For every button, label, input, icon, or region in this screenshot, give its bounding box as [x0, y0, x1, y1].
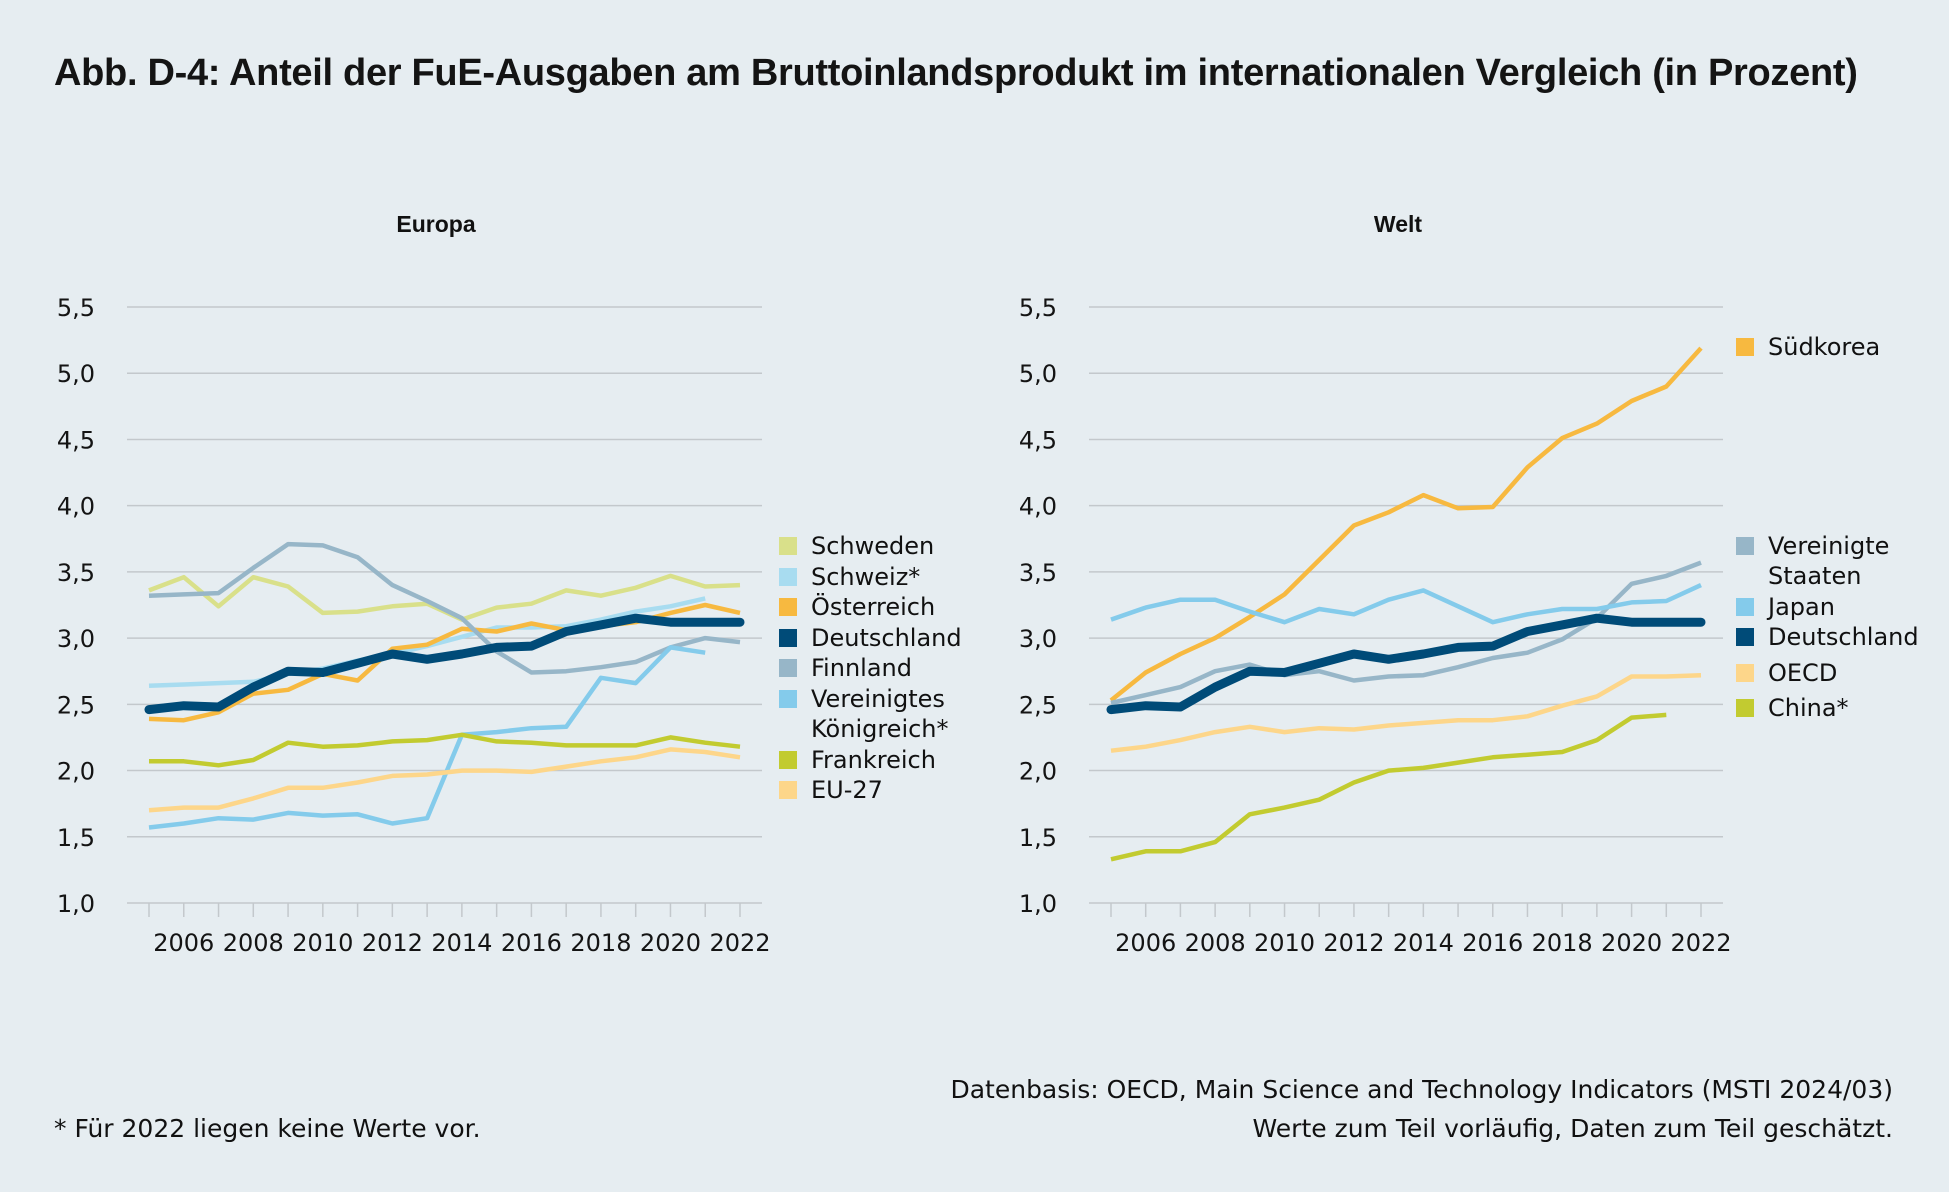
- source-text: Datenbasis: OECD, Main Science and Techn…: [950, 1075, 1893, 1104]
- series-line-vereinigtes-königreich: [148, 645, 706, 830]
- legend-label: Vereinigtes Königreich*: [811, 684, 949, 744]
- x-tick-label: 2014: [431, 929, 492, 957]
- legend-label: Vereinigte Staaten: [1768, 531, 1890, 591]
- legend-swatch: [779, 598, 797, 616]
- legend-swatch: [1736, 536, 1754, 555]
- legend-item: China*: [1736, 693, 1919, 724]
- legend-item: Österreich: [779, 592, 962, 623]
- legend-label: Frankreich: [811, 745, 936, 774]
- legend-swatch: [779, 689, 797, 708]
- series-line-eu-27: [148, 747, 741, 813]
- legend-label: Finnland: [811, 654, 912, 682]
- legend-label: Japan: [1768, 592, 1835, 621]
- legend-item: OECD: [1736, 658, 1919, 689]
- legend-swatch: [1736, 663, 1754, 682]
- series-line-schweiz: [148, 596, 706, 689]
- y-tick-label: 3,0: [57, 625, 95, 653]
- preliminary-note: Werte zum Teil vorläufig, Daten zum Teil…: [1252, 1114, 1893, 1143]
- y-tick-label: 5,5: [57, 294, 95, 322]
- legend-item: Deutschland: [779, 623, 962, 654]
- x-tick-label: 2006: [153, 929, 214, 957]
- legend-swatch: [1736, 628, 1754, 646]
- legend-item: Deutschland: [1736, 622, 1919, 653]
- y-tick-label: 2,0: [57, 758, 95, 786]
- legend-item: Japan: [1736, 592, 1919, 623]
- legend-item: Schweden: [779, 531, 962, 562]
- y-tick-label: 4,5: [57, 426, 95, 454]
- legend-label: Schweden: [811, 532, 935, 560]
- x-tick-label: 2012: [362, 929, 423, 957]
- legend-welt: Südkorea Vereinigte Staaten Japan Deutschla…: [1736, 332, 1919, 724]
- series-line-deutschland: [144, 613, 745, 715]
- legend-label: Deutschland: [811, 623, 962, 652]
- series-line-schweden: [148, 573, 741, 622]
- y-tick-label: 1,0: [57, 890, 95, 918]
- source-note: Datenbasis: OECD, Main Science and Techn…: [950, 1070, 1893, 1148]
- y-tick-label: 2,5: [57, 691, 95, 719]
- x-tick-label: 2022: [709, 929, 770, 957]
- x-tick-label: 2020: [640, 929, 701, 957]
- legend-item: Frankreich: [779, 745, 962, 776]
- legend-swatch: [779, 750, 797, 769]
- legend-swatch: [1736, 338, 1754, 356]
- y-tick-label: 1,5: [57, 824, 95, 852]
- legend-swatch: [779, 628, 797, 647]
- series-line-frankreich: [149, 732, 741, 768]
- legend-item: Südkorea: [1736, 332, 1919, 363]
- legend-swatch: [1736, 597, 1754, 616]
- y-tick-label: 4,0: [57, 493, 95, 521]
- y-tick-label: 3,5: [57, 559, 95, 587]
- x-tick-label: 2008: [223, 929, 284, 957]
- panel-title-europa: Europa: [396, 211, 476, 237]
- legend-europa: Schweden Schweiz* Österreich Deutschland Fin…: [779, 531, 962, 806]
- legend-swatch: [779, 659, 797, 677]
- legend-item: Vereinigtes Königreich*: [779, 684, 962, 745]
- legend-label: Österreich: [811, 593, 936, 621]
- legend-label: Deutschland: [1768, 623, 1919, 651]
- x-tick-label: 2018: [570, 929, 631, 957]
- y-tick-label: 5,0: [57, 360, 95, 388]
- legend-label: China*: [1768, 694, 1849, 722]
- legend-label: EU-27: [811, 776, 883, 804]
- x-tick-label: 2010: [292, 929, 353, 957]
- legend-item: Schweiz*: [779, 562, 962, 593]
- legend-label: OECD: [1768, 658, 1838, 687]
- legend-swatch: [1736, 699, 1754, 717]
- legend-swatch: [779, 537, 797, 555]
- panel-title-welt: Welt: [1373, 211, 1423, 237]
- x-tick-label: 2016: [501, 929, 562, 957]
- legend-item: Vereinigte Staaten: [1736, 531, 1919, 592]
- legend-swatch: [779, 781, 797, 799]
- legend-label: Südkorea: [1768, 333, 1881, 361]
- legend-item: EU-27: [779, 775, 962, 806]
- footnote: * Für 2022 liegen keine Werte vor.: [54, 1114, 481, 1143]
- legend-item: Finnland: [779, 653, 962, 684]
- legend-label: Schweiz*: [811, 562, 921, 591]
- figure-title: Abb. D-4: Anteil der FuE-Ausgaben am Bru…: [54, 52, 1858, 94]
- legend-swatch: [779, 567, 797, 586]
- series-line-finnland: [148, 541, 741, 675]
